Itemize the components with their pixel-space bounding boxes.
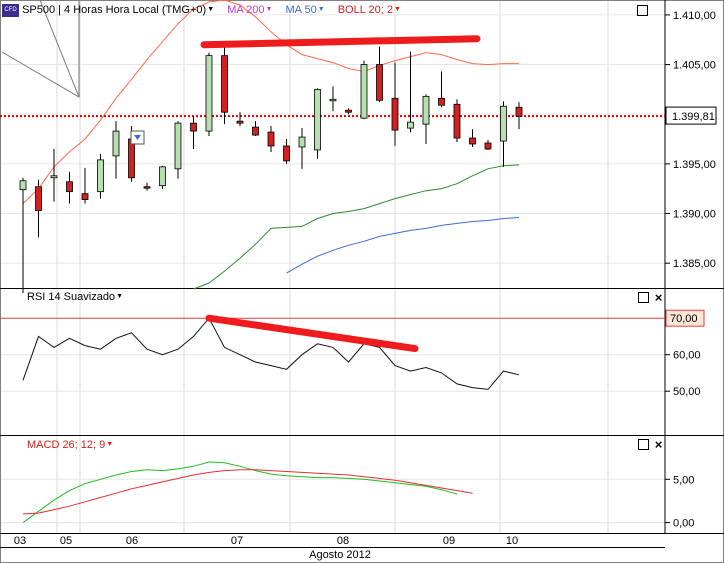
x-axis-day-label: 03 [14,535,26,547]
bear-candle [35,186,42,211]
bear-candle [221,55,228,113]
bear-candle [252,126,259,136]
bull-candle [329,98,337,102]
grid-layer [0,0,665,533]
bull-candle [407,121,414,129]
ma200-dropdown-icon[interactable]: ▼ [265,6,273,14]
bear-candle [190,122,197,132]
bull-candle [422,95,430,125]
bull-candle [360,64,368,119]
price-axis-tick-label: 1.390,00 [673,209,716,221]
price-pane-header: CFD SP500 | 4 Horas Hora Local (TMG+0)▼ … [2,2,401,18]
rsi-level-label: 70,00 [670,313,698,325]
bull-candle [112,130,120,157]
bear-candle [515,106,523,117]
bollinger-upper-line [22,0,519,204]
ma50-indicator-label[interactable]: MA 50 [285,4,317,16]
rsi-level-label-box [665,309,705,327]
macd-axis-tick-label: 5,00 [673,474,694,486]
price-trendline-annotation [200,35,481,49]
bear-candle [376,64,383,101]
ma200-line [193,164,520,290]
macd-line [22,461,458,524]
last-price-label-box [665,106,717,125]
bear-candle [128,138,135,179]
macd-dropdown-icon[interactable]: ▼ [106,441,114,449]
bear-candle [453,103,461,139]
rsi-axis-tick-label: 60,00 [673,350,701,362]
axis-layer: 1.410,001.405,001.400,001.395,001.390,00… [14,10,717,547]
boll-indicator-label[interactable]: BOLL 20; 2 [337,4,393,16]
macd-indicator-title[interactable]: MACD 26; 12; 9 [27,439,106,451]
x-axis-day-label: 10 [506,535,518,547]
rsi-indicator-title[interactable]: RSI 14 Suavizado [27,291,116,303]
bull-candle [174,122,182,170]
x-axis-month-label: Agosto 2012 [309,549,371,561]
price-axis-tick-label: 1.410,00 [673,10,716,22]
macd-pane-maximize-icon[interactable] [638,439,649,450]
bull-candle [298,136,306,148]
x-axis-day-label: 07 [231,535,243,547]
x-axis-day-label: 09 [443,535,455,547]
bull-candle [500,105,507,142]
macd-axis-tick-label: 0,00 [673,518,694,530]
marks-layer [1,0,523,353]
bear-candle [283,145,290,162]
last-price-label: 1.399,81 [672,111,715,123]
rsi-trendline-annotation [205,314,419,353]
x-axis-day-label: 05 [60,535,72,547]
drawing-marker-arrow-icon [134,135,141,140]
x-axis-day-label: 06 [126,535,138,547]
cfd-instrument-icon[interactable]: CFD [2,3,19,17]
macd-signal-line [22,469,473,515]
macd-pane-close-icon[interactable]: × [654,437,663,452]
price-axis-tick-label: 1.385,00 [673,258,716,270]
rsi-dropdown-icon[interactable]: ▼ [116,293,123,301]
bear-candle [345,109,352,113]
rsi-pane-close-icon[interactable]: × [654,290,663,305]
rsi-line [22,317,520,390]
series-layer [0,0,665,524]
ma200-indicator-label[interactable]: MA 200 [227,4,265,16]
bull-candle [97,159,104,193]
price-axis-tick-label: 1.395,00 [673,159,716,171]
price-chart-title[interactable]: SP500 | 4 Horas Hora Local (TMG+0) [22,4,207,16]
drawing-line [39,0,80,98]
macd-pane-header: MACD 26; 12; 9▼ [27,437,113,453]
x-axis-day-label: 08 [337,535,349,547]
rsi-axis-tick-label: 50,00 [673,386,701,398]
title-dropdown-icon[interactable]: ▼ [207,6,215,14]
bear-candle [267,131,275,147]
bull-candle [50,175,58,179]
bear-candle [143,186,151,189]
price-pane-maximize-icon[interactable] [637,5,648,16]
bull-candle [205,55,213,132]
bear-candle [66,181,73,193]
bear-candle [469,137,476,145]
ma50-dropdown-icon[interactable]: ▼ [317,6,325,14]
bear-candle [81,193,89,201]
bull-candle [159,166,166,187]
rsi-pane-header: RSI 14 Suavizado▼ [27,289,123,305]
boll-dropdown-icon[interactable]: ▼ [393,6,401,14]
bull-candle [314,88,321,151]
price-axis-tick-label: 1.405,00 [673,60,716,72]
bear-candle [236,120,244,124]
ma50-line [286,217,520,274]
bear-candle [438,97,445,106]
rsi-pane-maximize-icon[interactable] [638,292,649,303]
bear-candle [484,142,492,150]
bear-candle [391,97,399,131]
bull-candle [19,180,27,191]
